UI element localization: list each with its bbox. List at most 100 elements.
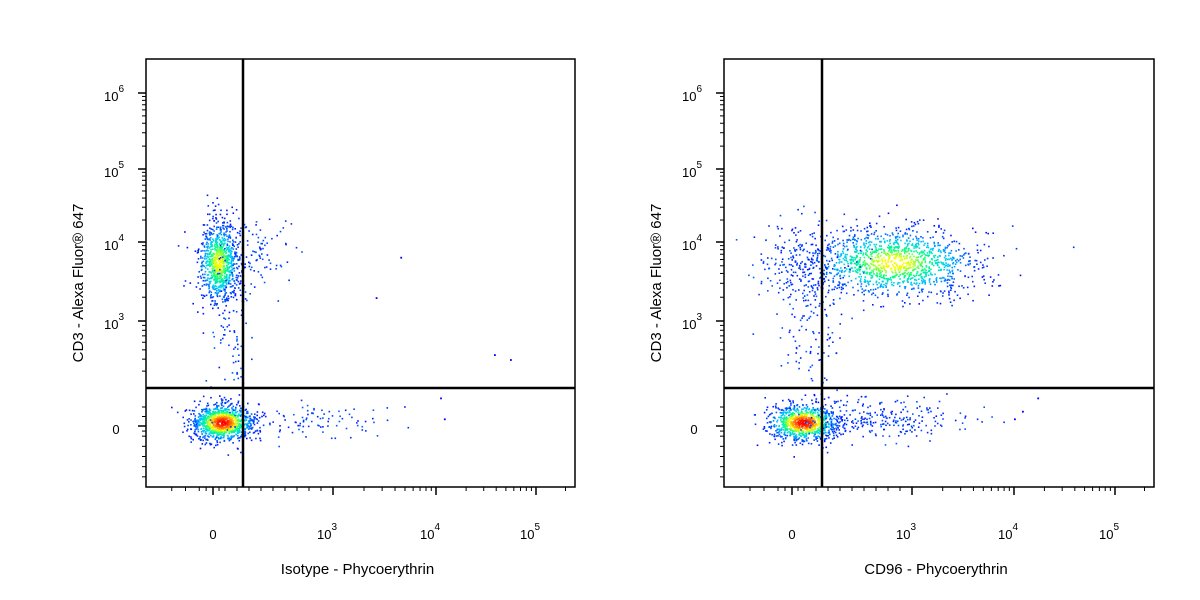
event-dot (229, 423, 232, 425)
event-dot (797, 412, 800, 414)
event-dot (831, 240, 834, 243)
event-dot (279, 230, 282, 233)
event-dot (844, 253, 847, 256)
event-dot (790, 256, 792, 259)
event-dot (233, 245, 235, 248)
event-dot (246, 240, 249, 242)
event-dot (876, 259, 878, 262)
event-dot (893, 268, 896, 271)
event-dot (247, 425, 249, 427)
event-dot (880, 306, 882, 308)
event-dot (196, 252, 199, 254)
event-dot (921, 250, 923, 253)
event-dot (886, 252, 889, 255)
event-dot (249, 417, 252, 420)
event-dot (244, 263, 246, 265)
event-dot (792, 433, 794, 435)
event-dot (888, 256, 890, 258)
event-dot (218, 414, 221, 417)
event-dot (805, 407, 807, 410)
event-dot (961, 255, 963, 257)
event-dot (890, 250, 893, 253)
event-dot (793, 406, 796, 408)
event-dot (949, 264, 951, 267)
event-dot (893, 253, 895, 256)
event-dot (206, 224, 209, 226)
event-dot (236, 403, 238, 406)
event-dot (870, 233, 873, 235)
event-dot (917, 284, 920, 287)
event-dot (855, 243, 858, 245)
event-dot (209, 411, 212, 414)
event-dot (214, 303, 217, 305)
event-dot (800, 262, 802, 265)
event-dot (926, 252, 929, 254)
event-dot (953, 278, 955, 280)
event-dot (899, 274, 902, 276)
event-dot (203, 276, 206, 279)
event-dot (253, 286, 256, 288)
event-dot (245, 415, 247, 418)
event-dot (773, 416, 776, 419)
event-dot (207, 238, 210, 241)
event-dot (895, 246, 898, 249)
event-dot (216, 444, 219, 446)
event-dot (832, 299, 835, 301)
event-dot (225, 246, 228, 249)
event-dot (862, 403, 864, 405)
event-dot (864, 276, 867, 278)
event-dot (234, 409, 237, 412)
event-dot (956, 258, 959, 261)
event-dot (793, 407, 796, 410)
event-dot (266, 254, 269, 256)
event-dot (786, 411, 789, 414)
event-dot (235, 298, 238, 301)
event-dot (959, 428, 961, 431)
event-dot (780, 429, 783, 431)
event-dot (208, 413, 211, 416)
event-dot (795, 434, 798, 436)
event-dot (859, 257, 862, 259)
event-dot (824, 404, 827, 406)
event-dot (209, 271, 211, 273)
event-dot (202, 430, 204, 432)
event-dot (215, 228, 218, 230)
event-dot (893, 257, 895, 259)
event-dot (225, 269, 227, 272)
event-dot (930, 410, 932, 413)
event-dot (862, 254, 864, 256)
event-dot (206, 429, 209, 432)
event-dot (182, 416, 184, 419)
event-dot (210, 243, 212, 245)
event-dot (832, 280, 834, 282)
event-dot (805, 284, 807, 286)
event-dot (214, 418, 217, 420)
event-dot (902, 273, 904, 275)
event-dot (877, 287, 879, 289)
event-dot (912, 238, 914, 241)
event-dot (203, 408, 205, 411)
event-dot (891, 251, 893, 254)
event-dot (917, 222, 920, 225)
event-dot (950, 287, 953, 290)
event-dot (225, 416, 228, 419)
event-dot (789, 400, 791, 402)
event-dot (768, 426, 770, 428)
event-dot (815, 415, 818, 418)
event-dot (767, 415, 770, 418)
event-dot (302, 425, 305, 428)
event-dot (921, 262, 923, 264)
event-dot (869, 225, 871, 227)
event-dot (210, 443, 213, 445)
event-dot (225, 283, 228, 285)
event-dot (915, 250, 917, 252)
event-dot (929, 237, 932, 239)
event-dot (780, 431, 783, 434)
event-dot (276, 410, 278, 413)
event-dot (903, 258, 906, 260)
event-dot (793, 438, 795, 441)
event-dot (213, 279, 215, 281)
event-dot (212, 426, 215, 429)
event-dot (794, 423, 796, 426)
event-dot (1019, 274, 1022, 277)
